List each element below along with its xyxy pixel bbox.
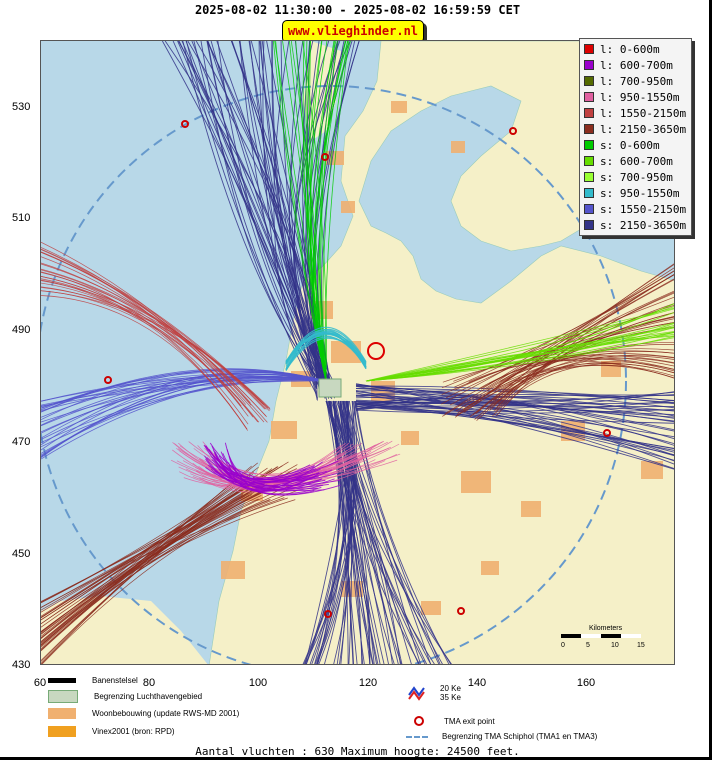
map-canvas: Kilometers 0 5 10 15 (41, 41, 674, 664)
key-35ke: 35 Ke (440, 693, 461, 702)
key-woonbebouwing: Woonbebouwing (update RWS-MD 2001) (48, 708, 239, 719)
legend-swatch (584, 204, 594, 214)
tma-exit-points (104, 120, 611, 618)
y-tick-530: 530 (12, 101, 31, 113)
legend-item: s: 2150-3650m (584, 217, 691, 233)
key-noise-contours: 20 Ke 35 Ke (408, 684, 461, 702)
legend-item: s: 950-1550m (584, 185, 691, 201)
key-banenstelsel: Banenstelsel (48, 676, 138, 685)
tma-exit-icon (414, 716, 424, 726)
x-tick-80: 80 (142, 677, 156, 689)
x-tick-160: 160 (576, 677, 596, 689)
urban-swatch (48, 708, 76, 719)
scale-bar-label: Kilometers (589, 625, 623, 632)
key-20ke: 20 Ke (440, 684, 461, 693)
x-tick-120: 120 (358, 677, 378, 689)
scale-bar: Kilometers 0 5 10 15 (561, 625, 645, 649)
legend-swatch (584, 76, 594, 86)
y-tick-490: 490 (12, 324, 31, 336)
y-tick-430: 430 (12, 659, 31, 671)
legend-swatch (584, 188, 594, 198)
legend-swatch (584, 60, 594, 70)
x-tick-140: 140 (467, 677, 487, 689)
vinex-swatch (48, 726, 76, 737)
runway-swatch (48, 678, 76, 683)
period-title: 2025-08-02 11:30:00 - 2025-08-02 16:59:5… (194, 3, 521, 17)
legend-swatch (584, 108, 594, 118)
scale-tick-10: 10 (611, 642, 619, 649)
legend-swatch (584, 172, 594, 182)
airport-swatch (48, 690, 78, 703)
legend-item: l: 1550-2150m (584, 105, 691, 121)
y-tick-450: 450 (12, 548, 31, 560)
x-tick-100: 100 (248, 677, 268, 689)
key-tma-exit: TMA exit point (414, 716, 495, 726)
legend-swatch (584, 140, 594, 150)
x-tick-60: 60 (33, 677, 47, 689)
scale-tick-5: 5 (586, 642, 590, 649)
map-key: Banenstelsel Begrenzing Luchthavengebied… (40, 676, 673, 746)
y-tick-470: 470 (12, 436, 31, 448)
legend-item: s: 0-600m (584, 137, 691, 153)
legend-swatch (584, 92, 594, 102)
legend-item: l: 600-700m (584, 57, 691, 73)
flight-track-map: Kilometers 0 5 10 15 (40, 40, 675, 665)
key-vinex: Vinex2001 (bron: RPD) (48, 726, 175, 737)
legend-item: l: 0-600m (584, 41, 691, 57)
legend-swatch (584, 124, 594, 134)
legend-item: s: 1550-2150m (584, 201, 691, 217)
altitude-legend: l: 0-600m l: 600-700m l: 700-950m l: 950… (579, 38, 692, 236)
tma-boundary (41, 85, 627, 664)
legend-item: s: 600-700m (584, 153, 691, 169)
flight-tracks (41, 41, 674, 664)
legend-item: l: 950-1550m (584, 89, 691, 105)
y-tick-510: 510 (12, 212, 31, 224)
legend-swatch (584, 156, 594, 166)
legend-item: l: 700-950m (584, 73, 691, 89)
scale-tick-15: 15 (637, 642, 645, 649)
flight-summary: Aantal vluchten : 630 Maximum hoogte: 24… (195, 745, 520, 758)
scale-tick-0: 0 (561, 642, 565, 649)
tma-boundary-swatch (406, 735, 428, 738)
noise-contour-icon (408, 686, 425, 701)
legend-swatch (584, 220, 594, 230)
key-tma-boundary: Begrenzing TMA Schiphol (TMA1 en TMA3) (406, 732, 597, 741)
legend-item: l: 2150-3650m (584, 121, 691, 137)
legend-swatch (584, 44, 594, 54)
key-luchthaven: Begrenzing Luchthavengebied (48, 690, 202, 703)
legend-item: s: 700-950m (584, 169, 691, 185)
